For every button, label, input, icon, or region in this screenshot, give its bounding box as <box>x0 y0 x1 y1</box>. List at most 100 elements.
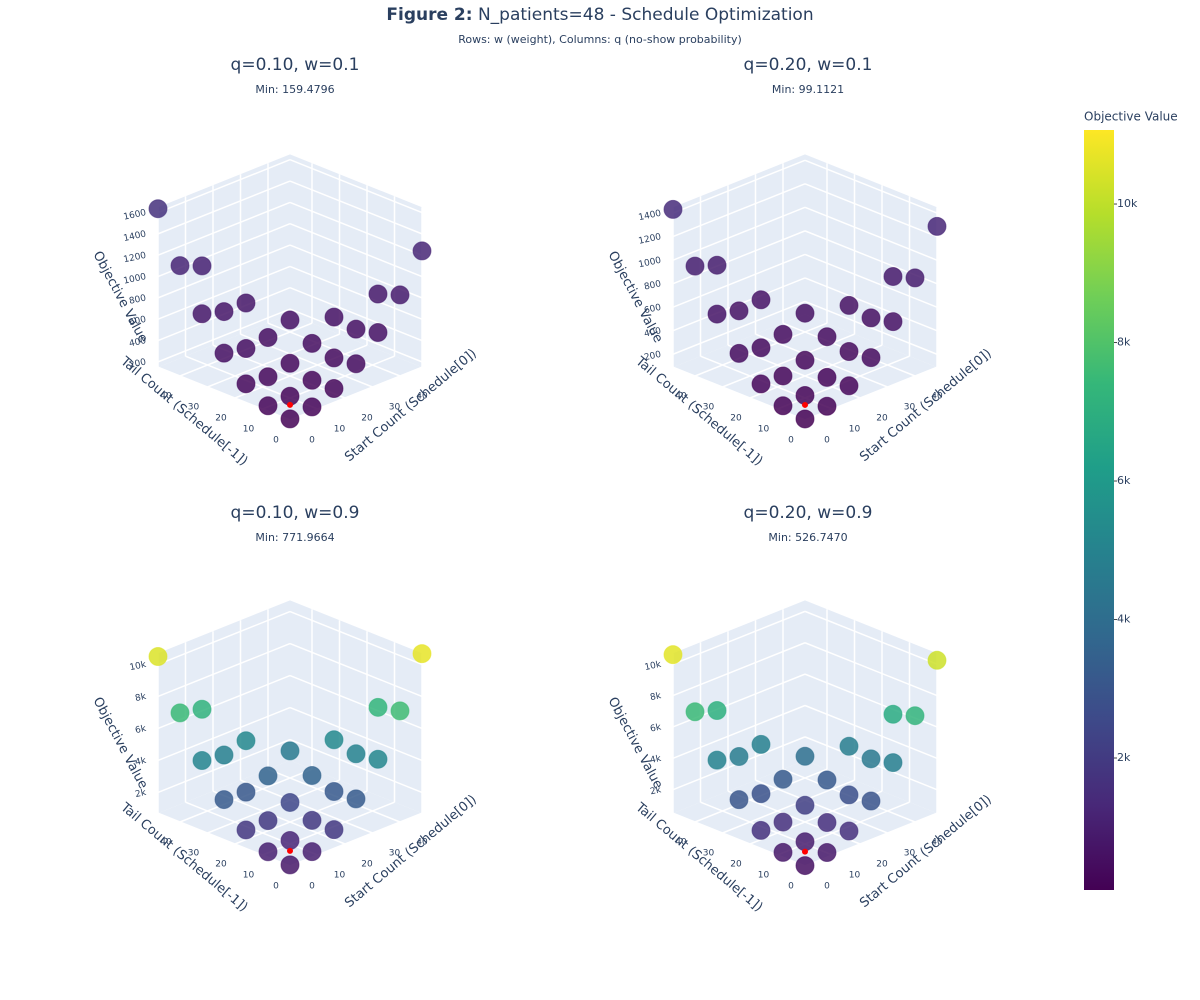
grid-line <box>157 738 291 794</box>
data-point <box>324 348 344 368</box>
data-point <box>707 701 727 721</box>
data-point <box>302 333 322 353</box>
grid-line <box>289 610 423 666</box>
x-tick-label: 10 <box>334 425 346 435</box>
data-point <box>707 304 727 324</box>
z-tick-label: 400 <box>128 336 147 349</box>
z-tick-label: 600 <box>643 303 662 316</box>
grid-line <box>157 706 291 762</box>
x-tick-label: 20 <box>361 414 373 424</box>
data-point <box>751 338 771 358</box>
z-tick-label: 10k <box>129 660 148 673</box>
y-tick-label: 40 <box>675 392 687 402</box>
data-point <box>324 820 344 840</box>
y-tick-label: 20 <box>215 860 227 870</box>
colorbar-tick-label: 2k <box>1117 751 1131 764</box>
z-tick-label: 6k <box>649 722 663 734</box>
data-point <box>817 367 837 387</box>
data-point <box>927 216 947 236</box>
data-point <box>236 374 256 394</box>
data-point <box>729 343 749 363</box>
grid-line <box>672 183 806 238</box>
data-point <box>751 784 771 804</box>
subplot: q=0.20, w=0.9 Min: 526.7470 0 10 20 30 40 0 10 20… <box>605 503 995 915</box>
subplot-subtitle: Min: 526.7470 <box>768 531 847 544</box>
z-tick-label: 8k <box>649 691 663 703</box>
y-tick-label: 10 <box>243 425 255 435</box>
data-point <box>751 820 771 840</box>
data-point <box>751 734 771 754</box>
data-point <box>324 307 344 327</box>
x-tick-label: 30 <box>389 849 401 859</box>
grid-line <box>804 277 938 332</box>
z-tick-label: 1200 <box>123 251 148 266</box>
x-tick-label: 10 <box>849 425 861 435</box>
grid-line <box>289 642 423 698</box>
wall-panel <box>290 154 422 368</box>
min-marker <box>287 847 293 854</box>
data-point <box>214 790 234 810</box>
z-tick-label: 1400 <box>123 229 148 244</box>
data-point <box>258 367 278 387</box>
subplot-title: q=0.20, w=0.9 <box>744 503 873 523</box>
data-point <box>927 650 947 670</box>
data-point <box>773 324 793 344</box>
z-tick-label: 1200 <box>638 232 663 247</box>
data-point <box>192 699 212 719</box>
colorbar-tick-label: 10k <box>1117 197 1138 210</box>
wall-panel <box>158 600 290 814</box>
data-point <box>302 810 322 830</box>
data-point <box>280 310 300 330</box>
grid-line <box>289 201 423 256</box>
data-point <box>861 348 881 368</box>
data-point <box>302 842 322 862</box>
y-tick-label: 10 <box>758 425 770 435</box>
colorbar-tick-label: 4k <box>1117 613 1131 626</box>
data-point <box>258 811 278 831</box>
y-tick-label: 40 <box>675 838 687 848</box>
data-point <box>302 397 322 417</box>
data-point <box>773 769 793 789</box>
min-marker <box>802 401 808 408</box>
data-point <box>795 303 815 323</box>
grid-line <box>722 779 855 834</box>
z-tick-label: 6k <box>134 724 148 736</box>
grid-line <box>234 344 368 399</box>
grid-line <box>157 265 291 320</box>
grid-line <box>672 253 806 308</box>
data-point <box>729 790 749 810</box>
y-tick-label: 30 <box>188 849 200 859</box>
data-point <box>214 745 234 765</box>
subplot-subtitle: Min: 99.1121 <box>772 83 844 96</box>
grid-line <box>672 300 806 355</box>
data-point <box>795 746 815 766</box>
grid-line <box>804 642 938 697</box>
data-point <box>280 409 300 429</box>
grid-line <box>157 159 291 214</box>
data-point <box>412 241 432 261</box>
grid-line <box>289 159 423 214</box>
x-tick-label: 0 <box>824 882 830 892</box>
data-point <box>751 290 771 310</box>
grid-line <box>157 642 291 698</box>
data-point <box>729 746 749 766</box>
data-point <box>795 832 815 852</box>
y-tick-label: 40 <box>160 838 172 848</box>
data-point <box>170 256 190 276</box>
data-point <box>346 319 366 339</box>
min-marker <box>287 401 293 408</box>
data-point <box>817 327 837 347</box>
data-point <box>170 703 190 723</box>
data-point <box>685 702 705 722</box>
y-tick-label: 10 <box>758 871 770 881</box>
grid-line <box>804 704 938 759</box>
y-tick-label: 20 <box>215 414 227 424</box>
data-point <box>148 647 168 667</box>
data-point <box>861 308 881 328</box>
data-point <box>795 409 815 429</box>
subplot-title: q=0.10, w=0.9 <box>231 503 360 523</box>
data-point <box>905 268 925 288</box>
grid-line <box>804 206 938 261</box>
data-point <box>663 645 683 665</box>
